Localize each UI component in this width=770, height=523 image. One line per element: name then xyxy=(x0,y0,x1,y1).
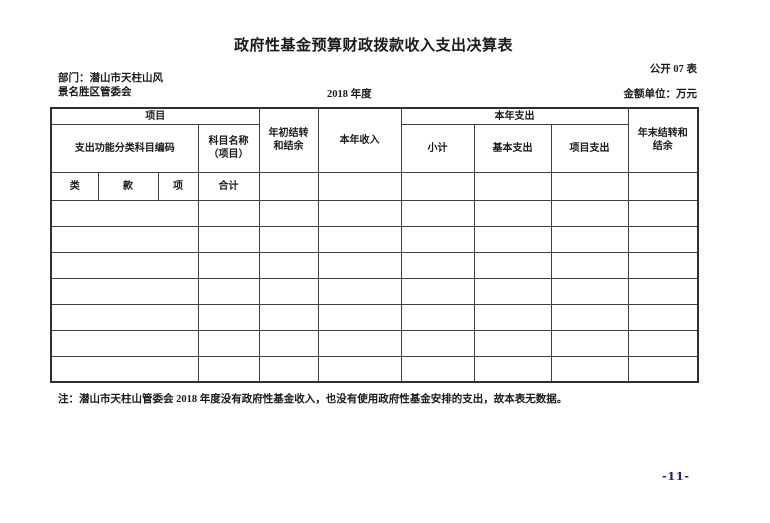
end-balance-cell xyxy=(627,329,699,357)
func-code-cell xyxy=(50,355,199,383)
fiscal-year-label: 2018 年度 xyxy=(327,89,372,100)
fund-budget-table: 项目 年初结转 和结余 本年收入 本年支出 年末结转和 结余 支出功能分类科目编… xyxy=(50,107,700,383)
year-income-cell xyxy=(317,251,402,279)
empty-header-cell xyxy=(317,171,402,201)
project-expenditure-cell xyxy=(550,251,629,279)
header-col-class: 类 xyxy=(50,171,99,201)
empty-data-row xyxy=(50,199,699,227)
end-balance-cell xyxy=(627,225,699,253)
page-title: 政府性基金预算财政拨款收入支出决算表 xyxy=(233,38,513,54)
subtotal-cell xyxy=(400,251,475,279)
func-code-cell xyxy=(50,303,199,331)
subject-name-cell xyxy=(197,251,260,279)
begin-balance-cell xyxy=(258,225,319,253)
subtotal-cell xyxy=(400,329,475,357)
basic-expenditure-cell xyxy=(473,225,552,253)
header-func-code: 支出功能分类科目编码 xyxy=(50,123,199,173)
year-income-cell xyxy=(317,225,402,253)
basic-expenditure-cell xyxy=(473,251,552,279)
year-income-cell xyxy=(317,199,402,227)
basic-expenditure-cell xyxy=(473,277,552,305)
amount-unit-label: 金额单位：万元 xyxy=(623,89,698,100)
header-row-2: 支出功能分类科目编码 科目名称 （项目） 小计 基本支出 项目支出 xyxy=(50,123,698,173)
department-name: 部门：潜山市天柱山风 景名胜区管委会 xyxy=(58,72,163,100)
empty-header-cell xyxy=(258,171,319,201)
subject-name-cell xyxy=(197,303,260,331)
empty-data-row xyxy=(50,251,699,279)
empty-data-row xyxy=(50,277,699,305)
header-col-item: 项 xyxy=(157,171,199,201)
header-end-balance: 年末结转和 结余 xyxy=(627,107,699,173)
empty-header-cell xyxy=(550,171,629,201)
header-begin-balance: 年初结转 和结余 xyxy=(258,107,319,173)
project-expenditure-cell xyxy=(550,329,629,357)
header-subtotal: 小计 xyxy=(400,123,475,173)
doc-code-label: 公开 07 表 xyxy=(649,64,697,75)
func-code-cell xyxy=(50,225,199,253)
func-code-cell xyxy=(50,277,199,305)
subtotal-cell xyxy=(400,355,475,383)
empty-header-cell xyxy=(473,171,552,201)
begin-balance-cell xyxy=(258,329,319,357)
header-year-expenditure: 本年支出 xyxy=(400,107,629,125)
empty-data-row xyxy=(50,355,699,383)
project-expenditure-cell xyxy=(550,303,629,331)
basic-expenditure-cell xyxy=(473,355,552,383)
project-expenditure-cell xyxy=(550,277,629,305)
project-expenditure-cell xyxy=(550,355,629,383)
basic-expenditure-cell xyxy=(473,199,552,227)
year-income-cell xyxy=(317,303,402,331)
project-expenditure-cell xyxy=(550,199,629,227)
begin-balance-cell xyxy=(258,303,319,331)
table-body xyxy=(50,199,699,383)
subtotal-cell xyxy=(400,277,475,305)
header-subject-name: 科目名称 （项目） xyxy=(197,123,260,173)
begin-balance-cell xyxy=(258,199,319,227)
basic-expenditure-cell xyxy=(473,303,552,331)
func-code-cell xyxy=(50,199,199,227)
header-row-3: 类 款 项 合计 xyxy=(50,171,699,201)
header-project-expenditure: 项目支出 xyxy=(550,123,629,173)
header-year-income: 本年收入 xyxy=(317,107,402,173)
year-income-cell xyxy=(317,277,402,305)
func-code-cell xyxy=(50,329,199,357)
header-col-section: 款 xyxy=(97,171,159,201)
subject-name-cell xyxy=(197,225,260,253)
end-balance-cell xyxy=(627,251,699,279)
header-row-1: 项目 年初结转 和结余 本年收入 本年支出 年末结转和 结余 xyxy=(50,107,699,173)
footnote: 注：潜山市天柱山管委会 2018 年度没有政府性基金收入，也没有使用政府性基金安… xyxy=(58,394,568,405)
empty-data-row xyxy=(50,225,699,253)
begin-balance-cell xyxy=(258,355,319,383)
begin-balance-cell xyxy=(258,251,319,279)
end-balance-cell xyxy=(627,303,699,331)
year-income-cell xyxy=(317,355,402,383)
subject-name-cell xyxy=(197,355,260,383)
year-income-cell xyxy=(317,329,402,357)
project-expenditure-cell xyxy=(550,225,629,253)
subtotal-cell xyxy=(400,199,475,227)
begin-balance-cell xyxy=(258,277,319,305)
end-balance-cell xyxy=(627,277,699,305)
end-balance-cell xyxy=(627,199,699,227)
subtotal-cell xyxy=(400,225,475,253)
page-number: -11- xyxy=(662,469,690,483)
header-basic-expenditure: 基本支出 xyxy=(473,123,552,173)
subject-name-cell xyxy=(197,199,260,227)
empty-data-row xyxy=(50,329,699,357)
empty-data-row xyxy=(50,303,699,331)
header-project: 项目 xyxy=(50,107,260,125)
end-balance-cell xyxy=(627,355,699,383)
empty-header-cell xyxy=(627,171,699,201)
subject-name-cell xyxy=(197,329,260,357)
func-code-cell xyxy=(50,251,199,279)
department-name-line1: 部门：潜山市天柱山风 xyxy=(58,73,163,84)
subtotal-cell xyxy=(400,303,475,331)
header-col-total: 合计 xyxy=(197,171,260,201)
basic-expenditure-cell xyxy=(473,329,552,357)
empty-header-cell xyxy=(400,171,475,201)
subject-name-cell xyxy=(197,277,260,305)
department-name-line2: 景名胜区管委会 xyxy=(58,87,132,98)
